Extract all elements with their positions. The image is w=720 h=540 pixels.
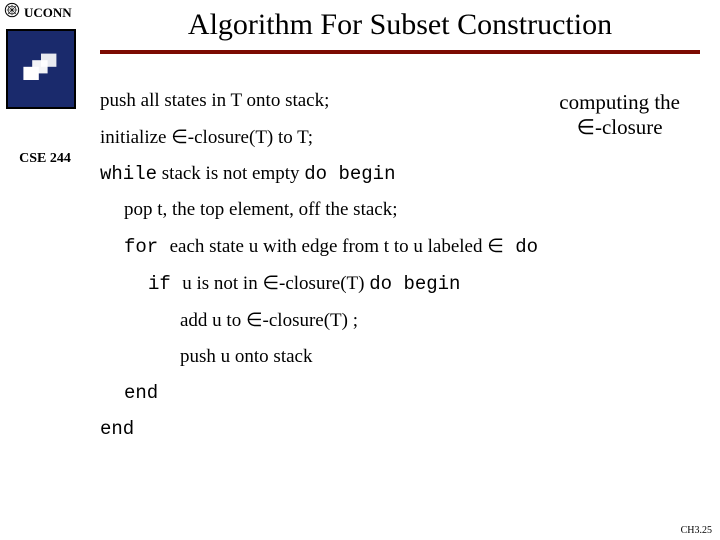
keyword-do: do xyxy=(504,236,538,258)
annotation-line2: ∈-closure xyxy=(559,115,680,140)
text: -closure(T) to T; xyxy=(188,127,313,148)
dept-logo xyxy=(6,29,76,109)
page-title: Algorithm For Subset Construction xyxy=(100,8,700,48)
computers-icon xyxy=(19,47,63,91)
epsilon-symbol: ∈ xyxy=(487,236,504,257)
text: each state u with edge from t to u label… xyxy=(170,236,488,257)
title-area: Algorithm For Subset Construction xyxy=(90,0,720,54)
epsilon-symbol: ∈ xyxy=(171,127,188,148)
page-footer: CH3.25 xyxy=(681,525,712,536)
epsilon-symbol: ∈ xyxy=(262,273,279,294)
content: computing the ∈-closure push all states … xyxy=(100,90,710,454)
algo-line-4: pop t, the top element, off the stack; xyxy=(124,199,710,221)
text: initialize xyxy=(100,127,171,148)
uconn-seal-icon xyxy=(4,2,20,23)
algo-line-8: push u onto stack xyxy=(180,346,710,368)
uconn-label: UCONN xyxy=(24,5,72,21)
keyword-for: for xyxy=(124,236,170,258)
annotation: computing the ∈-closure xyxy=(559,90,680,140)
keyword-if: if xyxy=(148,273,182,295)
logo-area: UCONN xyxy=(0,0,90,113)
algo-line-5: for each state u with edge from t to u l… xyxy=(124,235,710,258)
text: stack is not empty xyxy=(157,163,304,184)
text: -closure(T) ; xyxy=(263,310,358,331)
annotation-line1: computing the xyxy=(559,90,680,115)
epsilon-symbol: ∈ xyxy=(246,310,263,331)
algo-line-3: while stack is not empty do begin xyxy=(100,163,710,185)
title-underline xyxy=(100,50,700,54)
algo-line-10: end xyxy=(100,418,710,440)
keyword-do-begin: do begin xyxy=(369,273,460,295)
uconn-branding: UCONN xyxy=(0,0,90,25)
text: add u to xyxy=(180,310,246,331)
algo-line-9: end xyxy=(124,382,710,404)
course-code: CSE 244 xyxy=(0,151,90,167)
algo-line-6: if u is not in ∈-closure(T) do begin xyxy=(148,272,710,295)
keyword-while: while xyxy=(100,163,157,185)
keyword-do-begin: do begin xyxy=(304,163,395,185)
text: u is not in xyxy=(182,273,262,294)
algo-line-7: add u to ∈-closure(T) ; xyxy=(180,309,710,332)
text: -closure(T) xyxy=(279,273,369,294)
